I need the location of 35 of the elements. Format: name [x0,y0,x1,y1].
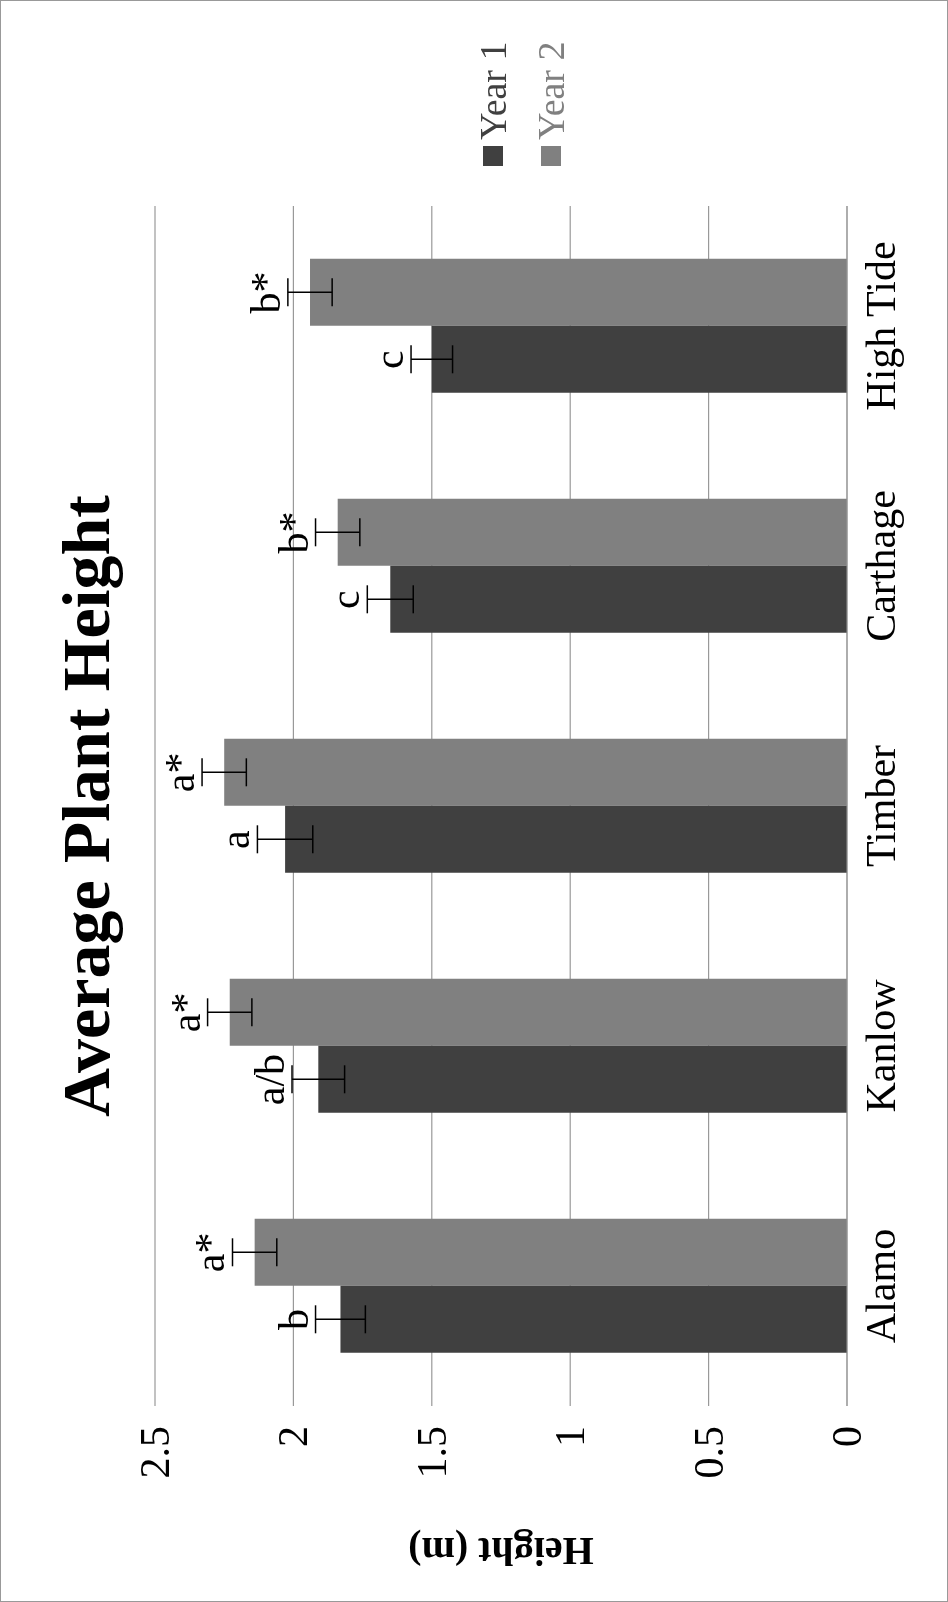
y-tick-label: Kanlow [857,978,904,1113]
bar [340,1285,847,1353]
y-tick-label: Carthage [857,490,904,642]
text: Year 1 [472,41,514,140]
annotation: c [366,350,413,369]
x-tick-label: 1 [547,1426,594,1447]
bar [318,1045,847,1113]
annotation: b* [242,271,289,314]
y-tick-label: Alamo [857,1228,904,1344]
text: Year 2 [530,41,572,140]
annotation: a/b [247,1053,294,1106]
y-tick-label: Timber [857,744,904,868]
x-tick-label: 0.5 [685,1426,732,1479]
bar [310,258,847,326]
bar [431,325,847,393]
x-tick-label: 0 [824,1426,870,1447]
x-tick-label: 2.5 [132,1426,178,1479]
bar [337,498,847,566]
text: Average Plant Height [48,494,124,1117]
annotation: a [212,829,259,849]
x-tick-label: 2 [270,1426,317,1447]
x-tick-label: 1.5 [408,1426,455,1479]
bar [285,805,847,873]
bar [229,978,847,1046]
y-tick-label: High Tide [857,241,904,411]
bar [224,738,847,806]
annotation: a* [187,1232,234,1273]
annotation: b* [270,511,317,554]
x-axis-title: Height (m) [408,1528,594,1574]
annotation: b [270,1309,317,1331]
annotation: c [322,590,369,609]
annotation: a* [157,752,204,793]
bar [254,1218,847,1286]
bar [390,565,847,633]
annotation: a* [162,992,209,1033]
